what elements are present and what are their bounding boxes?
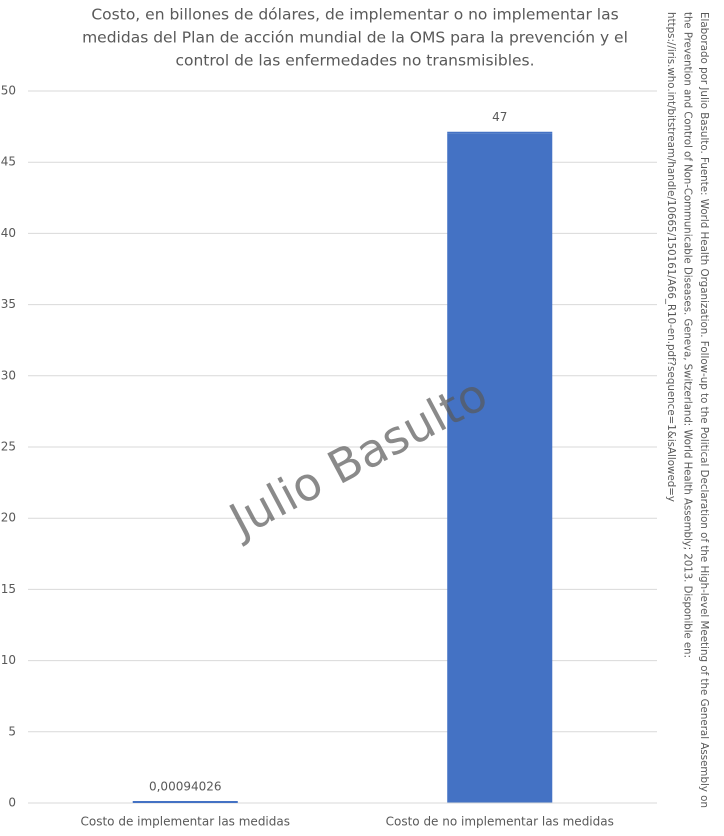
chart-title: medidas del Plan de acción mundial de la… <box>82 29 628 47</box>
source-note: Elaborado por Julio Basulto. Fuente: Wor… <box>698 12 710 808</box>
y-tick-label: 0 <box>8 796 16 810</box>
y-tick-label: 50 <box>1 84 16 98</box>
chart-title: Costo, en billones de dólares, de implem… <box>91 6 618 24</box>
y-tick-label: 40 <box>1 226 16 240</box>
y-tick-label: 10 <box>1 653 16 667</box>
y-tick-label: 15 <box>1 582 16 596</box>
y-tick-label: 25 <box>1 440 16 454</box>
y-tick-label: 45 <box>1 155 16 169</box>
x-tick-label: Costo de no implementar las medidas <box>386 815 614 829</box>
value-label: 47 <box>492 110 507 124</box>
y-tick-label: 35 <box>1 297 16 311</box>
y-tick-label: 20 <box>1 511 16 525</box>
y-tick-label: 5 <box>8 724 16 738</box>
bar <box>447 133 553 804</box>
source-note: the Prevention and Control of Non-Commun… <box>682 12 694 658</box>
source-note: https://iris.who.int/bitstream/handle/10… <box>665 12 677 502</box>
x-tick-label: Costo de implementar las medidas <box>81 815 291 829</box>
chart-title: control de las enfermedades no transmisi… <box>175 52 534 70</box>
y-tick-label: 30 <box>1 368 16 382</box>
value-label: 0,00094026 <box>149 779 222 793</box>
